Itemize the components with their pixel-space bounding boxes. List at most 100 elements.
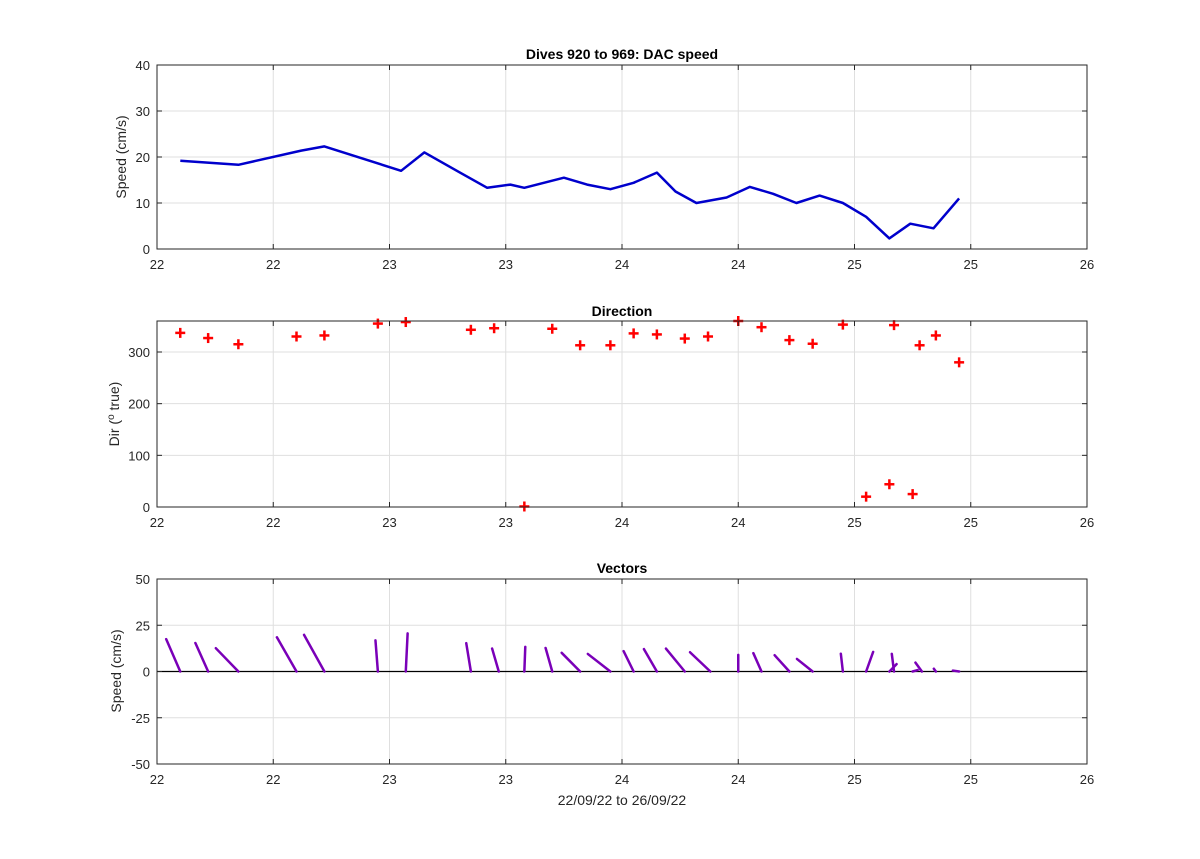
speed-x-ticks: 22 22 23 23 24 24 25 25 26 <box>150 65 1094 272</box>
direction-marker <box>233 339 244 350</box>
direction-marker <box>861 491 872 502</box>
vector-stick <box>773 653 791 673</box>
direction-x-tick-label: 26 <box>1080 515 1094 530</box>
direction-marker <box>575 340 586 351</box>
direction-marker <box>628 328 639 339</box>
speed-y-ticks: 0 10 20 30 40 <box>136 58 1087 257</box>
direction-y-ticks: 0 100 200 300 <box>128 345 1087 515</box>
speed-x-tick-label: 24 <box>731 257 745 272</box>
vector-stick <box>544 646 554 673</box>
vector-stick <box>465 641 473 673</box>
vectors-chart-title: Vectors <box>597 560 648 576</box>
speed-x-tick-label: 22 <box>150 257 164 272</box>
vector-stick <box>914 661 924 673</box>
direction-marker <box>465 324 476 335</box>
direction-y-tick-label: 200 <box>128 397 150 412</box>
direction-marker <box>651 329 662 340</box>
vector-stick <box>523 645 527 673</box>
speed-y-tick-label: 0 <box>143 242 150 257</box>
direction-x-ticks: 22 22 23 23 24 24 25 25 26 <box>150 321 1094 530</box>
vector-stick <box>888 662 898 673</box>
direction-marker <box>954 357 965 368</box>
vectors-x-tick-label: 23 <box>499 772 513 787</box>
vector-stick <box>560 651 582 673</box>
vectors-marks <box>157 632 1087 673</box>
vector-stick <box>214 646 240 673</box>
vector-stick <box>864 650 875 673</box>
vector-stick <box>622 649 635 673</box>
vectors-y-tick-label: 50 <box>136 572 150 587</box>
vector-stick <box>664 647 687 673</box>
speed-panel: 22 22 23 23 24 24 25 25 26 0 10 20 30 40 Dives 920 t… <box>113 46 1094 272</box>
vector-stick <box>275 636 298 673</box>
direction-x-tick-label: 23 <box>382 515 396 530</box>
speed-x-tick-label: 22 <box>266 257 280 272</box>
speed-y-axis-label: Speed (cm/s) <box>113 115 129 198</box>
direction-marker <box>489 323 500 334</box>
direction-marker <box>884 479 895 490</box>
vectors-x-tick-label: 26 <box>1080 772 1094 787</box>
direction-y-tick-label: 100 <box>128 448 150 463</box>
direction-x-tick-label: 23 <box>499 515 513 530</box>
vector-stick <box>932 667 938 673</box>
vectors-x-tick-label: 23 <box>382 772 396 787</box>
direction-marker <box>784 335 795 346</box>
vector-stick <box>752 651 763 673</box>
direction-y-tick-label: 300 <box>128 345 150 360</box>
speed-x-tick-label: 23 <box>499 257 513 272</box>
vector-stick <box>586 652 612 673</box>
speed-y-tick-label: 40 <box>136 58 150 73</box>
vectors-x-tick-label: 22 <box>266 772 280 787</box>
vectors-panel: 22 22 23 23 24 24 25 25 26 -50 -25 0 25 50 Vectors S… <box>108 560 1094 808</box>
direction-marker <box>807 338 818 349</box>
vector-stick <box>839 652 845 673</box>
direction-y-axis-label-head: Dir ( <box>106 420 122 447</box>
speed-y-tick-label: 20 <box>136 150 150 165</box>
direction-marker <box>291 331 302 342</box>
direction-x-tick-label: 25 <box>964 515 978 530</box>
speed-x-tick-label: 24 <box>615 257 629 272</box>
vectors-x-tick-label: 25 <box>847 772 861 787</box>
vectors-y-tick-label: 0 <box>143 665 150 680</box>
direction-marker <box>679 333 690 344</box>
direction-x-tick-label: 22 <box>266 515 280 530</box>
direction-marker <box>889 320 900 331</box>
direction-marker <box>203 333 214 344</box>
direction-marker <box>605 340 616 351</box>
speed-x-tick-label: 25 <box>847 257 861 272</box>
direction-marker <box>547 323 558 334</box>
vectors-x-tick-label: 24 <box>731 772 745 787</box>
direction-marker <box>756 322 767 333</box>
vector-stick <box>194 641 210 673</box>
direction-y-axis-label-degree: o <box>106 414 117 420</box>
vector-stick <box>164 637 182 673</box>
direction-x-tick-label: 25 <box>847 515 861 530</box>
direction-marker <box>907 489 918 500</box>
speed-x-tick-label: 26 <box>1080 257 1094 272</box>
direction-y-axis-label: Dir (o true) <box>106 382 123 447</box>
direction-x-tick-label: 24 <box>615 515 629 530</box>
vector-stick <box>688 651 712 673</box>
vector-stick <box>302 633 326 673</box>
vectors-y-tick-label: -25 <box>131 711 150 726</box>
direction-y-axis-label-tail: true) <box>106 382 122 415</box>
direction-x-tick-label: 22 <box>150 515 164 530</box>
direction-marker <box>930 330 941 341</box>
vector-stick <box>911 668 919 673</box>
direction-marker <box>400 317 411 328</box>
direction-marker <box>519 501 530 512</box>
speed-chart-title: Dives 920 to 969: DAC speed <box>526 46 718 62</box>
vectors-y-axis-label: Speed (cm/s) <box>108 629 124 712</box>
vector-stick <box>642 647 659 673</box>
speed-y-tick-label: 30 <box>136 104 150 119</box>
direction-marker <box>175 327 186 338</box>
vectors-x-axis-label: 22/09/22 to 26/09/22 <box>558 792 687 808</box>
vectors-y-ticks: -50 -25 0 25 50 <box>131 572 1087 772</box>
vectors-x-tick-label: 24 <box>615 772 629 787</box>
direction-marker <box>703 331 714 342</box>
direction-marker <box>914 340 925 351</box>
speed-series-line <box>180 145 961 240</box>
speed-x-tick-label: 25 <box>964 257 978 272</box>
vectors-x-tick-label: 25 <box>964 772 978 787</box>
